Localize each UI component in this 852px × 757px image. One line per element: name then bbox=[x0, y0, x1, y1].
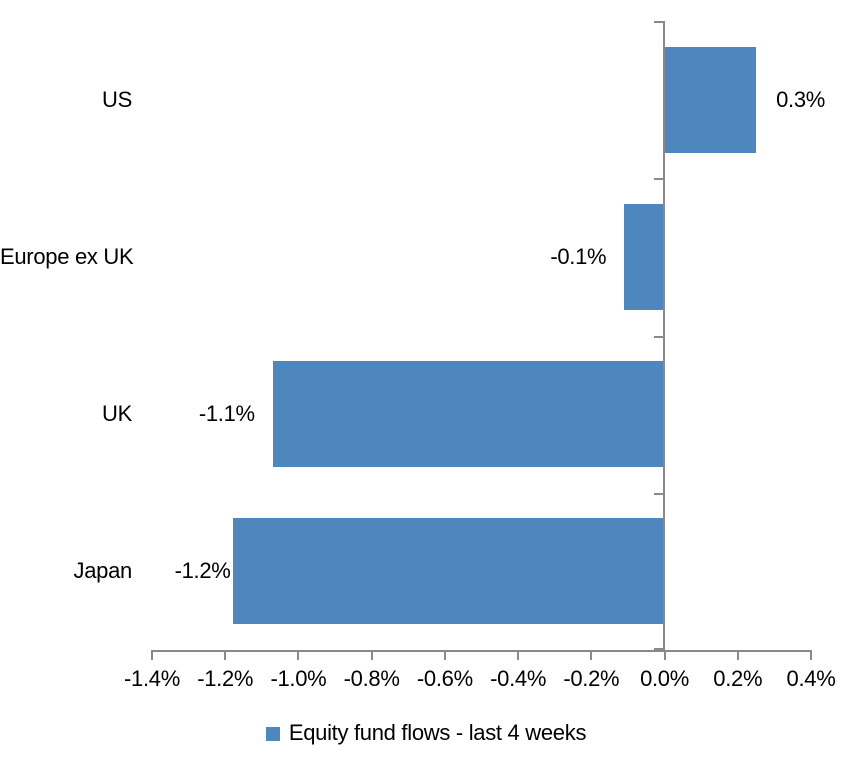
data-label-uk: -1.1% bbox=[198, 401, 255, 427]
y-axis-tick-mark bbox=[653, 21, 663, 23]
x-tick-mark bbox=[297, 650, 300, 660]
y-axis-tick-mark bbox=[653, 178, 663, 181]
x-tick-mark bbox=[517, 650, 520, 660]
x-tick-mark bbox=[370, 650, 373, 660]
y-axis-line bbox=[662, 21, 665, 650]
y-axis-tick-mark bbox=[653, 335, 663, 338]
x-tick-mark bbox=[590, 650, 593, 660]
x-axis-line bbox=[152, 650, 811, 652]
x-tick-label-9: 0.4% bbox=[786, 666, 836, 691]
bar-japan bbox=[232, 518, 665, 625]
x-tick-label-1: -1.2% bbox=[197, 666, 254, 691]
x-tick-label-6: -0.2% bbox=[563, 666, 620, 691]
x-tick-label-4: -0.6% bbox=[416, 666, 473, 691]
data-label-europe-ex-uk: -0.1% bbox=[550, 243, 607, 269]
y-axis-tick-mark bbox=[653, 492, 663, 495]
bar-uk bbox=[272, 361, 665, 468]
category-label-europe-ex-uk: Europe ex UK bbox=[0, 243, 134, 269]
bar-us bbox=[664, 46, 757, 153]
x-tick-label-0: -1.4% bbox=[124, 666, 180, 691]
legend-label: Equity fund flows - last 4 weeks bbox=[288, 720, 587, 745]
data-label-us: 0.3% bbox=[776, 86, 826, 112]
bar-europe-ex-uk bbox=[624, 203, 665, 310]
x-tick-mark bbox=[663, 650, 666, 660]
category-label-japan: Japan bbox=[73, 558, 133, 584]
x-tick-mark bbox=[224, 650, 227, 660]
x-tick-mark bbox=[810, 650, 812, 660]
category-label-us: US bbox=[102, 86, 132, 112]
x-tick-label-8: 0.2% bbox=[713, 666, 763, 691]
x-tick-label-5: -0.4% bbox=[490, 666, 547, 691]
legend-swatch-icon bbox=[265, 727, 280, 741]
x-tick-mark bbox=[443, 650, 446, 660]
x-tick-mark bbox=[151, 650, 153, 660]
y-axis-tick-mark bbox=[653, 648, 663, 650]
category-label-uk: UK bbox=[102, 401, 132, 427]
legend: Equity fund flows - last 4 weeks bbox=[0, 718, 852, 748]
x-tick-mark bbox=[736, 650, 739, 660]
x-tick-label-2: -1.0% bbox=[270, 666, 327, 691]
data-label-japan: -1.2% bbox=[174, 558, 231, 584]
x-tick-label-7: 0.0% bbox=[640, 666, 690, 691]
x-tick-label-3: -0.8% bbox=[343, 666, 400, 691]
